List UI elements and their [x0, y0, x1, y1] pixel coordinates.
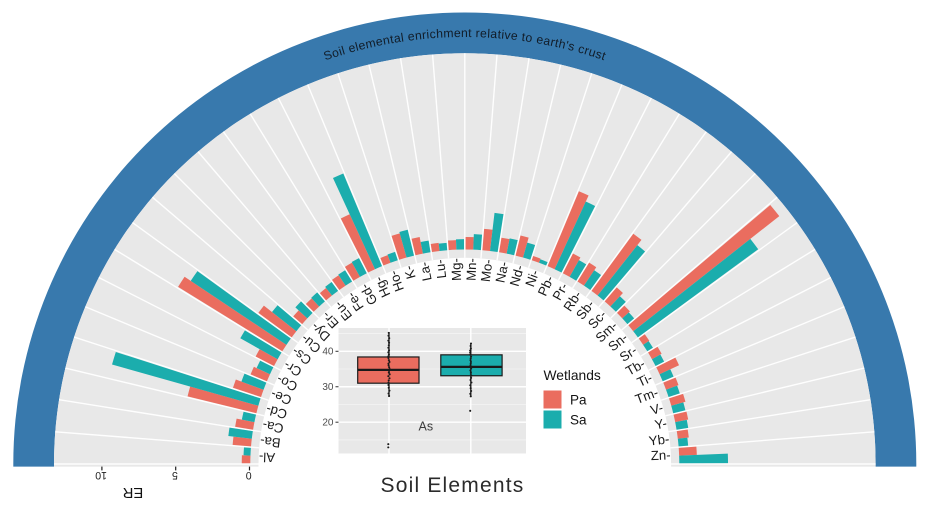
- svg-text:20: 20: [322, 418, 334, 429]
- svg-text:Lu-: Lu-: [432, 259, 449, 280]
- svg-text:Sa: Sa: [570, 413, 587, 428]
- svg-text:10: 10: [95, 469, 107, 481]
- svg-text:Ca-: Ca-: [261, 417, 285, 436]
- svg-text:0: 0: [246, 469, 252, 481]
- svg-text:Ho-: Ho-: [386, 268, 407, 293]
- svg-text:30: 30: [322, 382, 334, 393]
- svg-text:La-: La-: [416, 261, 434, 283]
- svg-text:ER: ER: [123, 484, 144, 500]
- svg-text:Na-: Na-: [492, 260, 511, 284]
- svg-text:Mn-: Mn-: [463, 258, 479, 281]
- svg-text:Yb-: Yb-: [648, 431, 670, 448]
- svg-text:40: 40: [322, 347, 334, 358]
- svg-text:V-: V-: [649, 400, 665, 418]
- svg-text:Al-: Al-: [259, 449, 276, 465]
- svg-text:Ti-: Ti-: [635, 370, 655, 390]
- svg-text:K-: K-: [401, 264, 419, 281]
- svg-text:As: As: [419, 420, 434, 434]
- svg-text:Zn-: Zn-: [651, 447, 671, 463]
- svg-text:Nd-: Nd-: [507, 263, 527, 288]
- svg-text:Y-: Y-: [653, 415, 668, 432]
- svg-text:Mo-: Mo-: [478, 258, 496, 282]
- svg-text:Pa: Pa: [570, 392, 587, 407]
- svg-text:Ce-: Ce-: [269, 387, 294, 408]
- svg-text:Pr-: Pr-: [549, 280, 571, 303]
- svg-text:Wetlands: Wetlands: [544, 368, 601, 383]
- svg-text:Cd-: Cd-: [264, 402, 289, 422]
- svg-text:Soil Elements: Soil Elements: [381, 474, 525, 497]
- svg-text:Ni-: Ni-: [522, 268, 542, 289]
- svg-text:Mg-: Mg-: [448, 258, 464, 281]
- svg-text:Ba-: Ba-: [259, 433, 281, 450]
- svg-text:5: 5: [172, 469, 178, 481]
